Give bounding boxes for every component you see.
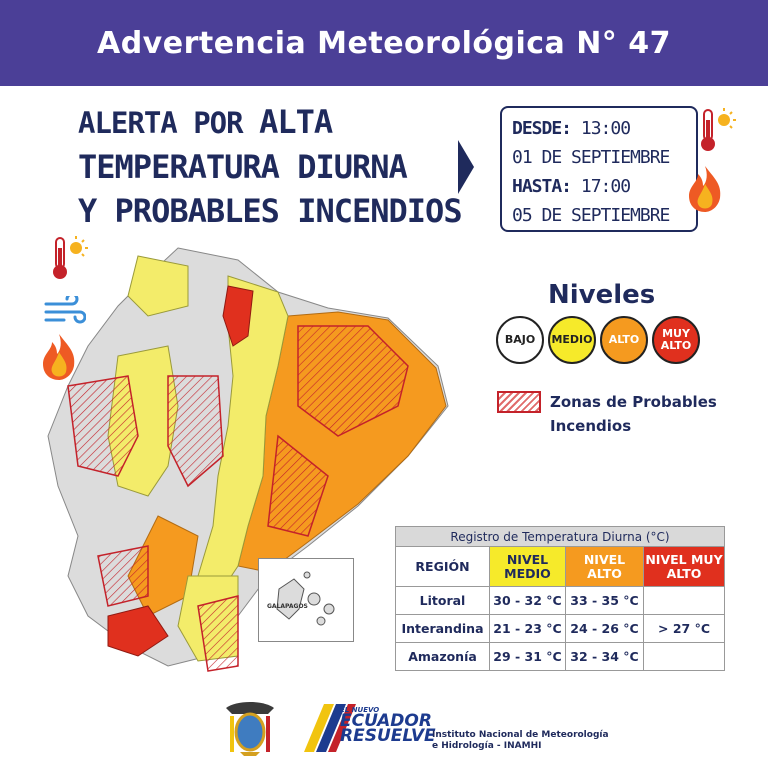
temperature-table: Registro de Temperatura Diurna (°C) REGI…	[395, 526, 725, 671]
row-alto: 24 - 26 °C	[565, 614, 644, 643]
row-medio: 30 - 32 °C	[489, 586, 566, 615]
level-medio-badge: MEDIO	[548, 316, 596, 364]
header-medio: NIVEL MEDIO	[489, 546, 566, 587]
galapagos-inset: GALAPAGOS	[258, 558, 354, 642]
coat-of-arms-icon	[226, 702, 274, 756]
row-muy-alto: > 27 °C	[643, 614, 725, 643]
headline-line3: Y PROBABLES INCENDIOS	[78, 192, 463, 230]
headline-line2: TEMPERATURA DIURNA	[78, 148, 408, 186]
fire-zone-swatch	[497, 391, 541, 413]
table-row: Interandina 21 - 23 °C 24 - 26 °C > 27 °…	[395, 614, 725, 643]
ecuador-small: EL NUEVO	[340, 706, 380, 714]
row-region: Amazonía	[395, 642, 490, 671]
institute-line2: e Hidrología - INAMHI	[432, 741, 542, 751]
desde-time: 13:00	[571, 118, 631, 139]
ecuador-resuelve-logo	[304, 704, 356, 752]
row-muy-alto	[643, 642, 725, 671]
institute-name: Instituto Nacional de Meteorología e Hid…	[432, 730, 609, 752]
header-alto: NIVEL ALTO	[565, 546, 644, 587]
level-muy-alto-badge: MUY ALTO	[652, 316, 700, 364]
period-box: DESDE: 13:00 01 DE SEPTIEMBRE HASTA: 17:…	[500, 106, 698, 232]
table-row: Amazonía 29 - 31 °C 32 - 34 °C	[395, 642, 725, 671]
headline: ALERTA POR ALTA TEMPERATURA DIURNA Y PRO…	[78, 100, 498, 233]
header-muy-alto: NIVEL MUY ALTO	[643, 546, 725, 587]
institute-line1: Instituto Nacional de Meteorología	[432, 730, 609, 740]
ecuador-line1: ECUADOR	[340, 711, 432, 731]
banner-title: Advertencia Meteorológica N° 47	[0, 0, 768, 86]
fire-zone-label: Zonas de Probables Incendios	[550, 393, 717, 435]
thermometer-sun-icon	[701, 108, 736, 151]
level-bajo-badge: BAJO	[496, 316, 544, 364]
hasta-time: 17:00	[571, 176, 631, 197]
header-region: REGIÓN	[395, 546, 490, 587]
ecuador-map	[47, 247, 449, 672]
fire-icon	[43, 334, 75, 380]
row-alto: 32 - 34 °C	[565, 642, 644, 671]
galapagos-map	[276, 571, 335, 626]
row-region: Litoral	[395, 586, 490, 615]
galapagos-label: GALAPAGOS	[267, 603, 308, 610]
table-caption: Registro de Temperatura Diurna (°C)	[395, 526, 725, 547]
row-medio: 21 - 23 °C	[489, 614, 566, 643]
row-muy-alto	[643, 586, 725, 615]
hasta-label: HASTA:	[512, 176, 572, 197]
thermometer-sun-icon	[53, 236, 88, 279]
ecuador-line2: RESUELVE	[340, 726, 436, 746]
headline-strong: ALTA	[259, 103, 333, 141]
row-medio: 29 - 31 °C	[489, 642, 566, 671]
chevron-right-icon	[458, 140, 474, 194]
desde-date: 01 DE SEPTIEMBRE	[512, 147, 670, 168]
fire-icon	[689, 166, 721, 212]
desde-label: DESDE:	[512, 118, 572, 139]
wind-icon	[44, 296, 86, 324]
table-row: Litoral 30 - 32 °C 33 - 35 °C	[395, 586, 725, 615]
hasta-date: 05 DE SEPTIEMBRE	[512, 205, 670, 226]
ecuador-resuelve-text: EL NUEVO ECUADOR RESUELVE	[340, 706, 436, 746]
row-alto: 33 - 35 °C	[565, 586, 644, 615]
headline-prefix: ALERTA POR	[78, 106, 260, 140]
levels-title: Niveles	[548, 280, 656, 310]
row-region: Interandina	[395, 614, 490, 643]
level-alto-badge: ALTO	[600, 316, 648, 364]
